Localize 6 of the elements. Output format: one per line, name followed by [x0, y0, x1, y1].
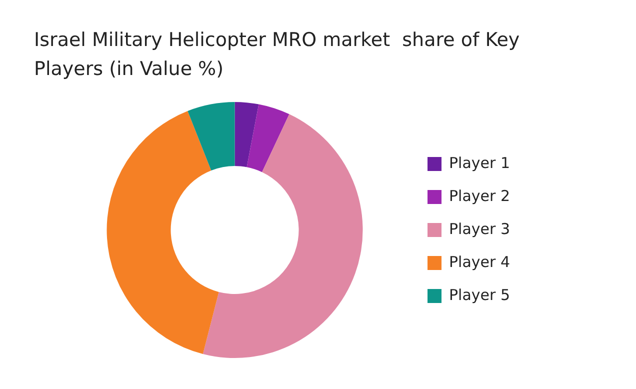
chart-title: Israel Military Helicopter MRO market share of Key Players (in Value %): [34, 28, 521, 82]
legend-label: Player 3: [449, 220, 510, 238]
legend-label: Player 4: [449, 252, 510, 271]
legend-label: Player 1: [449, 154, 510, 172]
legend-label: Player 2: [449, 186, 510, 205]
legend-label: Player 5: [449, 286, 510, 304]
